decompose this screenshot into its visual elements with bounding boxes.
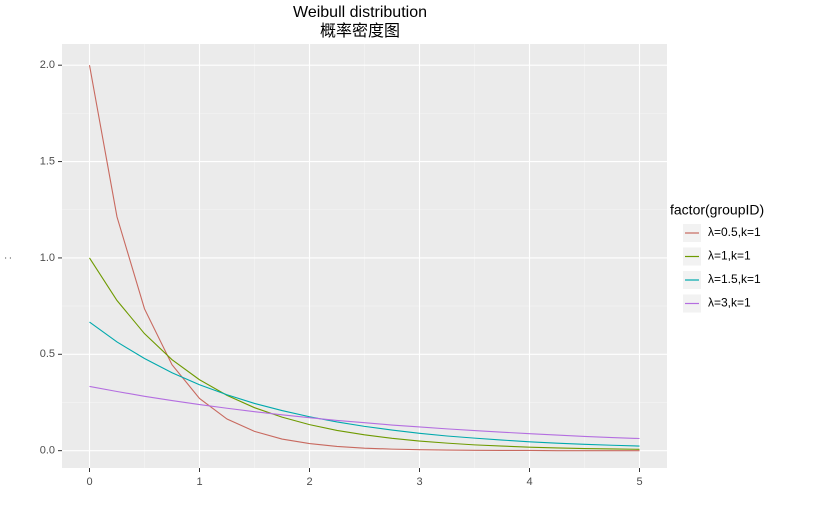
legend-label: λ=1,k=1	[708, 249, 751, 263]
line	[88, 65, 640, 452]
y-tick-label: 1.0	[40, 252, 55, 264]
x-tick-label: 3	[416, 476, 422, 488]
legend-label: λ=1.5,k=1	[708, 272, 761, 286]
chart-subtitle: 概率密度图	[320, 22, 400, 40]
y-tick-label: 2.0	[40, 59, 55, 71]
x-tick-label: 2	[306, 476, 312, 488]
chart-title: Weibull distribution	[293, 4, 427, 21]
legend-title: factor(groupID)	[670, 202, 764, 218]
legend-label: λ=3,k=1	[708, 296, 751, 310]
y-tick-label: 0.5	[40, 348, 55, 360]
line	[89, 257, 640, 450]
x-tick-label: 5	[636, 476, 642, 488]
x-tick-label: 0	[86, 476, 92, 488]
legend-label: λ=0.5,k=1	[708, 225, 761, 239]
x-tick-label: 1	[196, 476, 202, 488]
y-tick-label: 0.0	[40, 445, 55, 457]
y-axis-label: :	[2, 256, 14, 259]
line	[89, 321, 640, 447]
line	[89, 385, 640, 440]
x-tick-label: 4	[526, 476, 532, 488]
y-tick-label: 1.5	[40, 155, 55, 167]
